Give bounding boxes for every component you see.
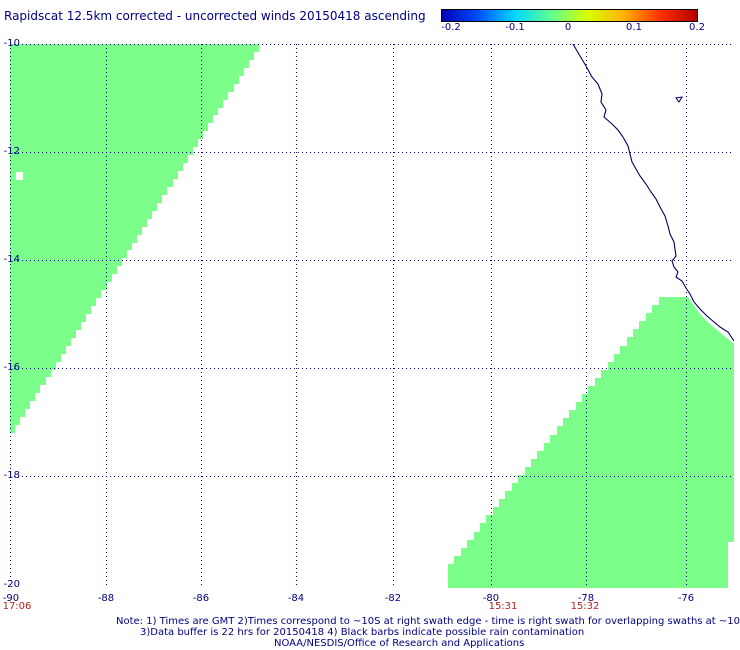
swath-time-label: 15:31: [488, 601, 518, 612]
colorbar: [441, 9, 698, 22]
lat-label: -20: [3, 579, 20, 590]
lat-label: -14: [3, 254, 20, 265]
lon-label: -86: [192, 593, 210, 604]
swath-gap: [16, 172, 23, 180]
lon-label: -78: [577, 593, 595, 604]
footer-note-1: Note: 1) Times are GMT 2)Times correspon…: [116, 616, 740, 627]
lat-label: -18: [3, 470, 20, 481]
coastline: [572, 44, 734, 342]
lat-label: -16: [3, 362, 20, 373]
footer-note-3: NOAA/NESDIS/Office of Research and Appli…: [274, 638, 525, 649]
lon-label: -80: [482, 593, 500, 604]
lon-label: -84: [287, 593, 305, 604]
lon-label: -90: [2, 593, 20, 604]
right-swath: [448, 297, 734, 588]
swath-gap: [728, 542, 734, 588]
colorbar-label-neg01: -0.1: [505, 22, 525, 33]
lon-label: -88: [97, 593, 115, 604]
footer-note-2: 3)Data buffer is 22 hrs for 20150418 4) …: [140, 627, 585, 638]
lat-label: -10: [3, 38, 20, 49]
scatterometer-swaths: [10, 44, 734, 588]
swath-time-label: 15:32: [570, 601, 600, 612]
left-swath: [10, 44, 264, 441]
lat-label: -12: [3, 146, 20, 157]
island: [675, 96, 683, 103]
colorbar-label-zero: 0: [564, 22, 572, 33]
swath-time-label: 17:06: [2, 601, 32, 612]
lat-lon-grid: [10, 44, 734, 588]
colorbar-label-02: 0.2: [689, 22, 705, 33]
colorbar-label-neg02: -0.2: [441, 22, 461, 33]
colorbar-label-01: 0.1: [626, 22, 642, 33]
map-plot-area: [10, 44, 734, 588]
lon-label: -76: [677, 593, 695, 604]
lon-label: -82: [384, 593, 402, 604]
map-title: Rapidscat 12.5km corrected - uncorrected…: [4, 9, 426, 23]
